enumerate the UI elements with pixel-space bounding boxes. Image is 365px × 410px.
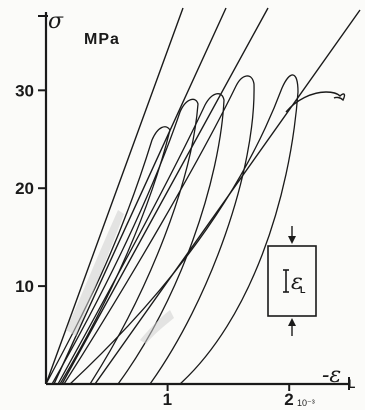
inset-strain-subscript: L xyxy=(300,285,306,295)
shaded-region xyxy=(140,310,174,344)
bottom-load-arrowhead xyxy=(288,318,296,326)
specimen-box xyxy=(267,245,317,317)
loop-5 xyxy=(69,74,299,385)
x-tick-label: 2 xyxy=(284,390,293,409)
x-axis-symbol: -ε xyxy=(322,363,341,388)
loop-3 xyxy=(57,93,225,385)
loop-2 xyxy=(51,98,199,385)
loading-line xyxy=(45,7,184,385)
x-axis-subscript: L xyxy=(348,377,355,391)
loading-line xyxy=(53,7,227,385)
hysteresis-loops xyxy=(45,74,299,385)
shaded-region xyxy=(66,210,124,336)
y-axis-symbol: σ xyxy=(48,9,64,34)
y-axis-unit: MPa xyxy=(84,31,120,48)
x-tick-label: 1 xyxy=(163,390,172,409)
loop-1 xyxy=(45,126,171,385)
specimen-inset: ε L xyxy=(267,226,317,336)
y-ticks: 10 20 30 xyxy=(15,81,46,296)
x-axis-exponent: 10⁻³ xyxy=(297,398,315,408)
loading-line xyxy=(61,7,269,385)
y-tick-label: 20 xyxy=(15,179,34,198)
y-tick-label: 30 xyxy=(15,81,34,100)
loading-lines xyxy=(45,7,361,385)
y-tick-label: 10 xyxy=(15,277,34,296)
top-load-arrowhead xyxy=(288,236,296,244)
inset-strain-symbol: ε xyxy=(291,270,303,295)
final-softening-curve xyxy=(285,91,346,113)
loop-4 xyxy=(63,75,255,385)
